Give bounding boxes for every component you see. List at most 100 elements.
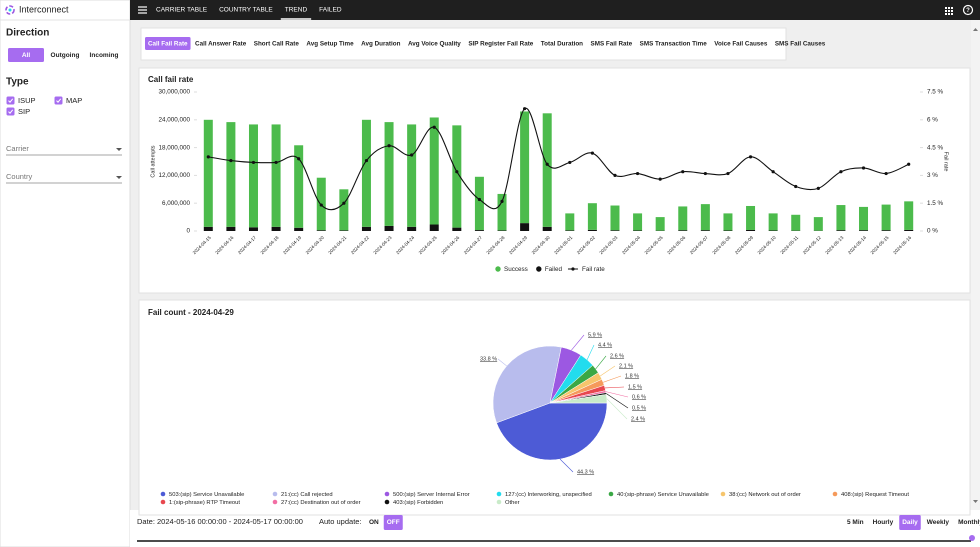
legend-label[interactable]: Failed: [545, 266, 563, 273]
metric-tab[interactable]: Avg Setup Time: [306, 41, 354, 48]
checkbox[interactable]: [6, 107, 15, 116]
metric-tab[interactable]: Short Call Rate: [254, 41, 300, 48]
legend-marker: [496, 499, 502, 505]
bar-segment: [497, 193, 507, 231]
bar-segment: [565, 230, 575, 231]
y2-tick-label: 0 %: [927, 228, 938, 235]
legend-marker: [272, 491, 278, 497]
fail-rate-line: [208, 108, 909, 211]
scrollbar[interactable]: [971, 20, 980, 510]
bar-segment: [610, 230, 620, 231]
metric-tab[interactable]: Avg Voice Quality: [408, 41, 461, 48]
checkbox-label[interactable]: ISUP: [18, 96, 36, 105]
toggle-bg[interactable]: [383, 515, 403, 530]
metric-tab-bg[interactable]: [145, 37, 191, 50]
legend-label[interactable]: 408:(sip) Request Timeout: [841, 492, 909, 498]
nav-item[interactable]: COUNTRY TABLE: [219, 7, 273, 14]
granularity-option[interactable]: 5 Min: [847, 519, 864, 526]
check-mark: [8, 109, 14, 114]
toggle-option[interactable]: OFF: [387, 519, 400, 526]
nav-item[interactable]: FAILED: [319, 7, 342, 14]
nav-item[interactable]: TREND: [285, 7, 308, 14]
bar-segment: [859, 230, 869, 231]
fail-rate-point: [274, 160, 278, 165]
bar-segment: [429, 117, 439, 225]
nav-item[interactable]: CARRIER TABLE: [156, 7, 208, 14]
metric-tab[interactable]: Voice Fail Causes: [714, 41, 768, 48]
legend-marker: [608, 491, 614, 497]
metric-tab[interactable]: Total Duration: [541, 41, 583, 48]
legend-label[interactable]: 38:(cc) Network out of order: [729, 492, 801, 498]
bar-segment: [655, 217, 665, 231]
legend-label[interactable]: 403:(sip) Forbidden: [393, 500, 443, 506]
pie-value-label: 2.4 %: [631, 416, 645, 422]
legend-label[interactable]: Fail rate: [582, 266, 605, 273]
app-title: Interconnect: [19, 4, 69, 14]
select-placeholder[interactable]: Carrier: [6, 144, 29, 153]
pie-value-label: 0.5 %: [632, 405, 646, 411]
legend-label[interactable]: 27:(cc) Destination out of order: [281, 500, 361, 506]
help-icon[interactable]: ?: [962, 4, 974, 16]
metric-tabs-card: [140, 27, 787, 61]
pie-value-label: 2.6 %: [610, 353, 624, 359]
legend-label[interactable]: Other: [505, 500, 520, 506]
bar-segment: [881, 204, 891, 231]
legend-marker: [160, 491, 166, 497]
bar-segment: [248, 124, 258, 228]
legend-label[interactable]: 1:(sip-phrase) RTP Timeout: [169, 500, 240, 506]
check-mark: [56, 98, 62, 103]
direction-button-bg[interactable]: [8, 48, 44, 62]
legend-label[interactable]: 503:(sip) Service Unavailable: [169, 492, 244, 498]
select-caret: [116, 148, 122, 151]
logo-icon: [5, 5, 15, 15]
legend-label[interactable]: 21:(cc) Call rejected: [281, 492, 333, 498]
bar-segment: [587, 229, 597, 231]
checkbox[interactable]: [6, 96, 15, 105]
bar-segment: [429, 224, 439, 231]
bar-segment: [565, 213, 575, 231]
metric-tab[interactable]: SIP Register Fail Rate: [468, 41, 533, 48]
hamburger-icon[interactable]: [138, 6, 147, 14]
slider-thumb[interactable]: [969, 535, 975, 541]
checkbox-label[interactable]: MAP: [66, 96, 82, 105]
legend-label[interactable]: 127:(cc) Interworking, unspecified: [505, 492, 592, 498]
pie-value-label: 33.8 %: [480, 356, 497, 362]
select-placeholder[interactable]: Country: [6, 172, 33, 181]
toggle-option[interactable]: ON: [369, 519, 379, 526]
granularity-option[interactable]: Hourly: [873, 519, 894, 526]
direction-option[interactable]: All: [22, 52, 31, 59]
granularity-option[interactable]: Monthly: [958, 519, 980, 526]
legend-marker: [496, 491, 502, 497]
direction-option[interactable]: Incoming: [90, 52, 119, 59]
fail-rate-point: [229, 158, 233, 163]
granularity-option[interactable]: Weekly: [927, 519, 950, 526]
bar-segment: [294, 145, 304, 228]
legend-label[interactable]: 500:(sip) Server Internal Error: [393, 492, 470, 498]
type-title: Type: [6, 77, 29, 88]
bar-segment: [407, 226, 417, 231]
metric-tab[interactable]: Avg Duration: [361, 41, 400, 48]
metric-tab[interactable]: Call Answer Rate: [195, 41, 247, 48]
bar-segment: [339, 189, 349, 231]
metric-tab[interactable]: SMS Transaction Time: [640, 41, 708, 48]
leader-line: [604, 386, 625, 389]
metric-tab[interactable]: SMS Fail Causes: [775, 41, 826, 48]
granularity-option[interactable]: Daily: [902, 519, 918, 526]
fail-rate-point: [455, 170, 459, 174]
legend-label[interactable]: Success: [504, 266, 528, 273]
apps-icon[interactable]: [945, 7, 953, 15]
bar-segment: [294, 227, 304, 231]
checkbox[interactable]: [54, 96, 63, 105]
checkbox-label[interactable]: SIP: [18, 107, 30, 116]
leader-line: [497, 358, 507, 367]
metric-tab[interactable]: SMS Fail Rate: [591, 41, 633, 48]
granularity-bg[interactable]: [899, 515, 921, 530]
metric-tab[interactable]: Call Fail Rate: [148, 41, 188, 48]
bar-segment: [361, 226, 371, 231]
bar-segment: [384, 122, 394, 226]
legend-label[interactable]: 40:(sip-phrase) Service Unavailable: [617, 492, 709, 498]
fail-rate-point: [884, 171, 888, 176]
leader-line: [606, 398, 628, 420]
y-axis-title: Call attempts: [150, 145, 156, 177]
direction-option[interactable]: Outgoing: [51, 52, 80, 59]
